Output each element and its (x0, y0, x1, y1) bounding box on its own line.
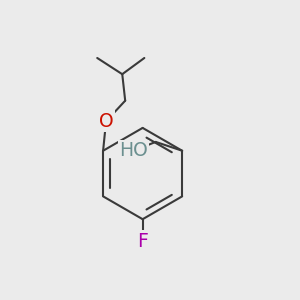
Text: F: F (137, 232, 148, 251)
Text: O: O (99, 112, 113, 131)
Text: HO: HO (119, 141, 148, 160)
